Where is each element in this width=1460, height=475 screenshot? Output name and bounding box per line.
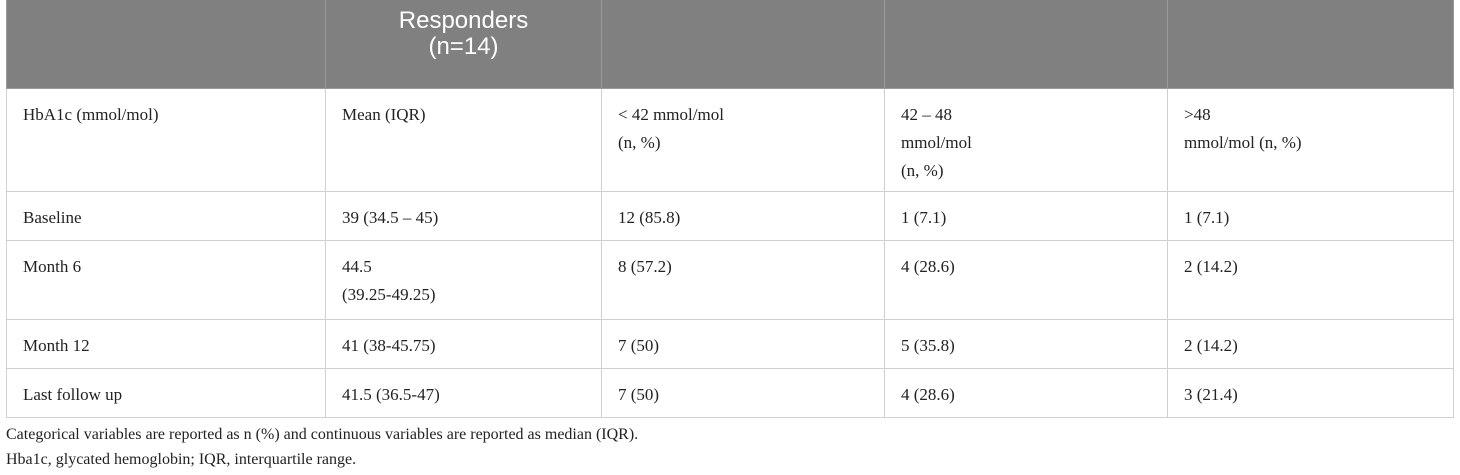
row-below-42: 8 (57.2): [601, 240, 885, 320]
header-group-count: (n=14): [428, 33, 499, 60]
hba1c-table: Responders (n=14) HbA1c (mmol/mol) Mean …: [6, 0, 1454, 418]
row-above-48: 3 (21.4): [1167, 368, 1454, 418]
table-row: Month 12 41 (38-45.75) 7 (50) 5 (35.8) 2…: [6, 319, 1454, 369]
table-row: Last follow up 41.5 (36.5-47) 7 (50) 4 (…: [6, 368, 1454, 418]
table-footnotes: Categorical variables are reported as n …: [6, 422, 638, 472]
row-mean-iqr: 44.5 (39.25-49.25): [325, 240, 602, 320]
row-label: Month 12: [6, 319, 326, 369]
row-mean-iqr: 41.5 (36.5-47): [325, 368, 602, 418]
row-below-42: 12 (85.8): [601, 191, 885, 241]
row-above-48: 2 (14.2): [1167, 319, 1454, 369]
header-cell-responders: Responders (n=14): [325, 0, 602, 89]
row-below-42: 7 (50): [601, 368, 885, 418]
header-cell-empty: [6, 0, 326, 89]
row-label: Baseline: [6, 191, 326, 241]
row-mean-iqr: 41 (38-45.75): [325, 319, 602, 369]
row-42-to-48: 5 (35.8): [884, 319, 1168, 369]
table-row: Month 6 44.5 (39.25-49.25) 8 (57.2) 4 (2…: [6, 240, 1454, 320]
subheader-above-48: >48 mmol/mol (n, %): [1167, 88, 1454, 192]
subheader-hba1c: HbA1c (mmol/mol): [6, 88, 326, 192]
footnote-variables: Categorical variables are reported as n …: [6, 426, 639, 443]
row-42-to-48: 1 (7.1): [884, 191, 1168, 241]
table-row: Baseline 39 (34.5 – 45) 12 (85.8) 1 (7.1…: [6, 191, 1454, 241]
row-42-to-48: 4 (28.6): [884, 240, 1168, 320]
row-above-48: 2 (14.2): [1167, 240, 1454, 320]
header-cell-col4: [884, 0, 1168, 89]
subheader-42-to-48: 42 – 48 mmol/mol (n, %): [884, 88, 1168, 192]
header-cell-col3: [601, 0, 885, 89]
header-cell-col5: [1167, 0, 1454, 89]
subheader-mean-iqr: Mean (IQR): [325, 88, 602, 192]
table-header-row: Responders (n=14): [6, 0, 1454, 89]
row-label: Last follow up: [6, 368, 326, 418]
row-mean-iqr: 39 (34.5 – 45): [325, 191, 602, 241]
row-42-to-48: 4 (28.6): [884, 368, 1168, 418]
row-below-42: 7 (50): [601, 319, 885, 369]
footnote-abbreviations: Hba1c, glycated hemoglobin; IQR, interqu…: [6, 451, 357, 468]
subheader-below-42: < 42 mmol/mol (n, %): [601, 88, 885, 192]
subheader-row: HbA1c (mmol/mol) Mean (IQR) < 42 mmol/mo…: [6, 88, 1454, 192]
hba1c-table-container: Responders (n=14) HbA1c (mmol/mol) Mean …: [6, 0, 1454, 418]
row-above-48: 1 (7.1): [1167, 191, 1454, 241]
row-label: Month 6: [6, 240, 326, 320]
header-group-title: Responders: [398, 7, 529, 34]
